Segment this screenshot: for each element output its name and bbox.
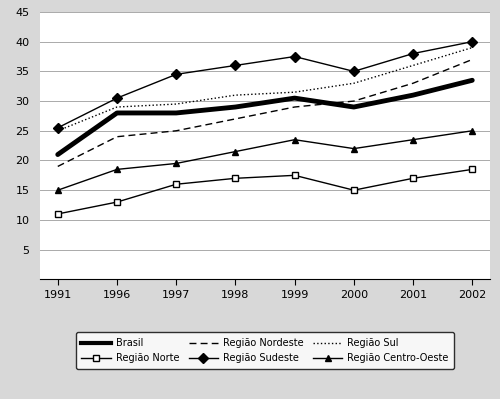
Legend: Brasil, Região Norte, Região Nordeste, Região Sudeste, Região Sul, Região Centro: Brasil, Região Norte, Região Nordeste, R…: [76, 332, 454, 369]
